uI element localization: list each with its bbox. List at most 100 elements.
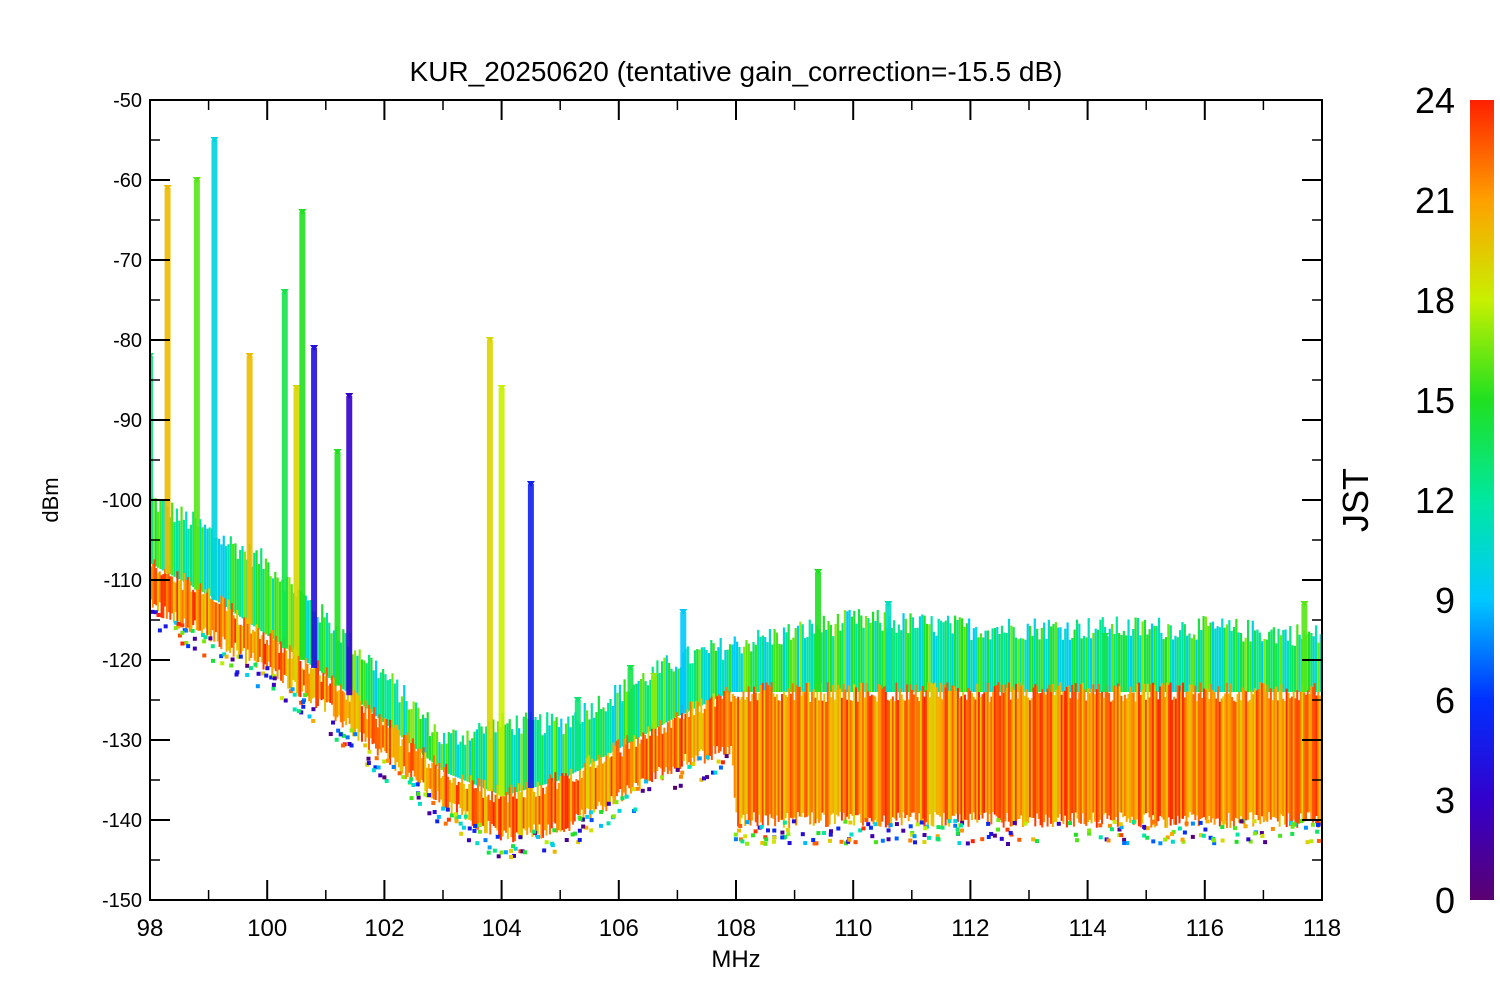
daytime-envelope-segment	[839, 630, 842, 692]
low-outlier-point	[499, 850, 504, 855]
noise-floor-segment	[1125, 698, 1128, 822]
noise-floor-segment	[673, 717, 676, 769]
low-outlier-point	[435, 819, 440, 824]
daytime-envelope-segment	[1080, 638, 1083, 692]
daytime-envelope-segment	[539, 714, 542, 786]
low-outlier-point	[909, 832, 914, 837]
daytime-envelope-segment	[869, 622, 872, 692]
low-outlier-point	[678, 774, 683, 779]
noise-floor-segment	[1036, 685, 1039, 814]
noise-floor-segment	[1087, 688, 1090, 823]
daytime-envelope-segment	[1054, 622, 1057, 692]
low-outlier-point	[1177, 826, 1182, 831]
signal-peak-marker	[210, 137, 219, 143]
low-outlier-point	[446, 817, 451, 822]
daytime-envelope-segment	[208, 527, 211, 596]
noise-floor-segment	[1155, 691, 1158, 826]
low-outlier-point	[680, 770, 685, 775]
daytime-envelope-segment	[421, 714, 425, 755]
noise-floor-segment	[473, 788, 476, 825]
noise-floor-segment	[963, 694, 966, 820]
low-outlier-point	[473, 823, 478, 828]
low-outlier-point	[1309, 839, 1314, 844]
noise-floor-segment	[571, 781, 574, 825]
noise-floor-segment	[1062, 691, 1065, 824]
noise-floor-segment	[1106, 684, 1109, 819]
daytime-envelope-segment	[1061, 639, 1065, 692]
noise-floor-segment	[1268, 698, 1271, 813]
low-outlier-point	[589, 818, 594, 823]
daytime-envelope-segment	[923, 615, 926, 692]
noise-floor-segment	[607, 752, 610, 804]
low-outlier-point	[416, 795, 421, 800]
noise-floor-segment	[239, 624, 242, 655]
noise-floor-segment	[1199, 682, 1202, 820]
daytime-envelope-segment	[1071, 637, 1074, 692]
low-outlier-point	[880, 838, 885, 843]
daytime-envelope-segment	[508, 719, 511, 795]
noise-floor-segment	[1130, 692, 1133, 817]
low-outlier-point	[718, 765, 723, 770]
noise-floor-segment	[230, 603, 233, 648]
noise-floor-segment	[206, 592, 209, 636]
daytime-envelope-segment	[1244, 637, 1247, 692]
low-outlier-point	[290, 687, 295, 692]
daytime-envelope-segment	[836, 613, 839, 692]
signal-bar	[293, 388, 300, 656]
low-outlier-point	[992, 833, 997, 838]
low-outlier-point	[659, 775, 664, 780]
noise-floor-segment	[951, 685, 954, 816]
noise-floor-segment	[1150, 684, 1153, 828]
low-outlier-point	[256, 671, 261, 676]
y-tick-label: -100	[102, 490, 142, 512]
signal-peak-marker	[884, 601, 893, 607]
low-outlier-point	[996, 818, 1001, 823]
daytime-envelope-segment	[726, 649, 729, 694]
daytime-envelope-segment	[257, 564, 261, 630]
low-outlier-point	[180, 623, 185, 628]
daytime-envelope-segment	[768, 628, 772, 692]
low-outlier-point	[522, 850, 527, 855]
low-outlier-point	[1305, 840, 1310, 845]
noise-floor-segment	[1187, 691, 1190, 818]
low-outlier-point	[292, 707, 297, 712]
low-outlier-point	[467, 826, 472, 831]
noise-floor-segment	[709, 698, 712, 757]
signal-column	[679, 609, 688, 714]
noise-floor-segment	[1173, 696, 1176, 825]
daytime-envelope-segment	[984, 630, 987, 692]
daytime-envelope-segment	[893, 620, 896, 692]
daytime-envelope-segment	[806, 636, 809, 692]
noise-floor-segment	[237, 624, 240, 659]
low-outlier-point	[738, 823, 743, 828]
low-outlier-point	[588, 810, 593, 815]
low-outlier-point	[764, 837, 769, 842]
noise-floor-segment	[770, 682, 773, 818]
daytime-envelope-segment	[761, 635, 764, 692]
noise-floor-segment	[1118, 686, 1121, 813]
low-outlier-point	[417, 801, 422, 806]
x-tick-label: 116	[1186, 915, 1224, 942]
noise-floor-segment	[287, 658, 290, 689]
daytime-envelope-segment	[752, 641, 755, 692]
low-outlier-point	[953, 823, 958, 828]
low-outlier-point	[532, 829, 537, 834]
daytime-envelope-segment	[1021, 638, 1025, 692]
daytime-envelope-segment	[1120, 635, 1123, 692]
noise-floor-segment	[658, 726, 661, 767]
low-outlier-point	[836, 826, 841, 831]
low-outlier-point	[1198, 820, 1203, 825]
low-outlier-point	[1017, 837, 1022, 842]
daytime-envelope-segment	[192, 511, 195, 588]
signal-column	[1101, 633, 1110, 692]
daytime-envelope-segment	[895, 632, 898, 692]
noise-floor-segment	[840, 697, 843, 821]
noise-floor-segment	[1078, 692, 1081, 823]
daytime-envelope-segment	[161, 500, 164, 571]
noise-floor-segment	[939, 682, 942, 817]
daytime-envelope-segment	[185, 511, 188, 584]
noise-floor-segment	[329, 683, 332, 703]
daytime-envelope-segment	[1167, 624, 1170, 692]
noise-floor-segment	[1197, 693, 1200, 827]
